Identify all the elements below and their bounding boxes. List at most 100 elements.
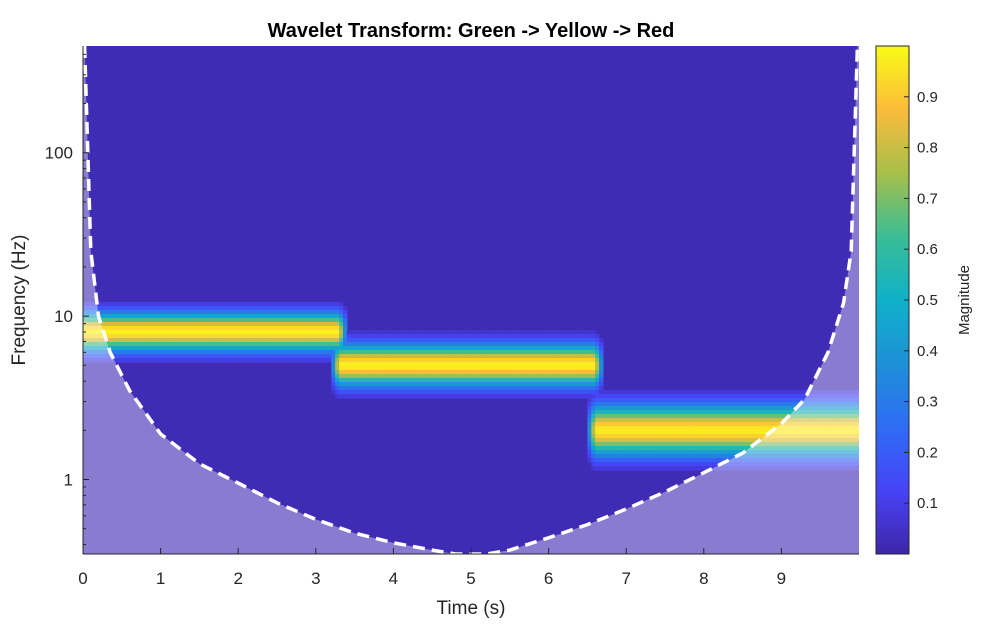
heatmap-cell bbox=[455, 346, 460, 351]
heatmap-cell bbox=[599, 366, 604, 371]
heatmap-cell bbox=[529, 354, 534, 359]
heatmap-cell bbox=[121, 306, 127, 311]
heatmap-cell bbox=[342, 306, 348, 311]
heatmap-cell bbox=[614, 426, 620, 431]
heatmap-cell bbox=[564, 350, 569, 355]
heatmap-cell bbox=[482, 374, 488, 379]
heatmap-cell bbox=[711, 414, 717, 419]
coi-boundary-line bbox=[83, 46, 859, 554]
heatmap-cell bbox=[525, 354, 530, 359]
heatmap-cell bbox=[156, 338, 162, 343]
heatmap-cell bbox=[614, 458, 620, 463]
heatmap-cell bbox=[125, 346, 131, 351]
heatmap-cell bbox=[211, 314, 216, 319]
heatmap-cell bbox=[311, 358, 317, 363]
heatmap-cell bbox=[152, 358, 158, 363]
heatmap-cell bbox=[804, 402, 810, 407]
heatmap-cell bbox=[331, 370, 336, 375]
heatmap-cell bbox=[626, 462, 631, 467]
heatmap-cell bbox=[684, 422, 689, 427]
heatmap-cell bbox=[308, 306, 313, 311]
heatmap-cell bbox=[335, 314, 340, 319]
heatmap-cell bbox=[245, 318, 251, 323]
heatmap-cell bbox=[688, 390, 693, 395]
heatmap-cell bbox=[467, 370, 472, 375]
heatmap-cell bbox=[311, 350, 317, 355]
heatmap-cell bbox=[575, 350, 581, 355]
heatmap-cell bbox=[738, 422, 744, 427]
heatmap-cell bbox=[746, 454, 751, 459]
heatmap-cell bbox=[599, 362, 604, 367]
heatmap-cell bbox=[474, 374, 480, 379]
heatmap-cell bbox=[525, 394, 530, 399]
heatmap-cell bbox=[424, 378, 429, 383]
heatmap-cell bbox=[765, 438, 771, 443]
heatmap-cell bbox=[571, 386, 577, 391]
heatmap-cell bbox=[536, 366, 542, 371]
heatmap-cell bbox=[176, 326, 181, 331]
heatmap-cell bbox=[106, 306, 111, 311]
heatmap-cell bbox=[420, 374, 426, 379]
heatmap-cell bbox=[249, 354, 255, 359]
heatmap-cell bbox=[575, 362, 581, 367]
heatmap-cell bbox=[827, 394, 833, 399]
heatmap-cell bbox=[86, 338, 92, 343]
heatmap-cell bbox=[680, 438, 685, 443]
heatmap-cell bbox=[242, 314, 247, 319]
heatmap-cell bbox=[211, 310, 216, 315]
heatmap-cell bbox=[327, 338, 332, 343]
heatmap-cell bbox=[94, 354, 100, 359]
heatmap-cell bbox=[245, 358, 251, 363]
heatmap-cell bbox=[257, 302, 263, 307]
heatmap-cell bbox=[602, 410, 608, 415]
heatmap-cell bbox=[86, 354, 92, 359]
heatmap-cell bbox=[773, 434, 779, 439]
heatmap-cell bbox=[346, 378, 352, 383]
heatmap-cell bbox=[284, 358, 290, 363]
heatmap-cell bbox=[335, 382, 340, 387]
heatmap-cell bbox=[540, 334, 546, 339]
heatmap-cell bbox=[83, 306, 88, 311]
heatmap-cell bbox=[273, 306, 278, 311]
heatmap-cell bbox=[393, 370, 398, 375]
heatmap-cell bbox=[436, 378, 441, 383]
heatmap-cell bbox=[676, 466, 682, 471]
heatmap-cell bbox=[443, 374, 449, 379]
heatmap-cell bbox=[242, 310, 247, 315]
heatmap-cell bbox=[447, 362, 453, 367]
heatmap-cell bbox=[183, 342, 189, 347]
heatmap-cell bbox=[793, 418, 798, 423]
heatmap-cell bbox=[253, 326, 259, 331]
heatmap-cell bbox=[114, 310, 119, 315]
heatmap-cell bbox=[428, 386, 433, 391]
heatmap-cell bbox=[304, 354, 309, 359]
heatmap-cell bbox=[544, 394, 550, 399]
heatmap-cell bbox=[668, 438, 674, 443]
heatmap-cell bbox=[676, 402, 682, 407]
heatmap-cell bbox=[843, 410, 848, 415]
heatmap-cell bbox=[793, 454, 798, 459]
colorbar-tick-label: 0.9 bbox=[917, 89, 938, 106]
heatmap-cell bbox=[758, 390, 763, 395]
heatmap-cell bbox=[579, 394, 585, 399]
heatmap-cell bbox=[490, 374, 495, 379]
heatmap-cell bbox=[703, 402, 709, 407]
heatmap-cell bbox=[591, 354, 596, 359]
heatmap-cell bbox=[98, 354, 103, 359]
heatmap-cell bbox=[715, 418, 720, 423]
heatmap-cell bbox=[773, 398, 779, 403]
heatmap-cell bbox=[148, 358, 154, 363]
heatmap-cell bbox=[525, 362, 530, 367]
heatmap-cell bbox=[300, 302, 305, 307]
heatmap-cell bbox=[370, 386, 375, 391]
heatmap-cell bbox=[478, 386, 484, 391]
heatmap-cell bbox=[432, 342, 437, 347]
heatmap-cell bbox=[490, 362, 495, 367]
heatmap-cell bbox=[389, 362, 394, 367]
heatmap-cell bbox=[451, 370, 457, 375]
heatmap-cell bbox=[354, 358, 360, 363]
heatmap-cell bbox=[385, 330, 391, 335]
heatmap-cell bbox=[331, 390, 336, 395]
heatmap-cell bbox=[102, 306, 107, 311]
heatmap-cell bbox=[633, 426, 639, 431]
